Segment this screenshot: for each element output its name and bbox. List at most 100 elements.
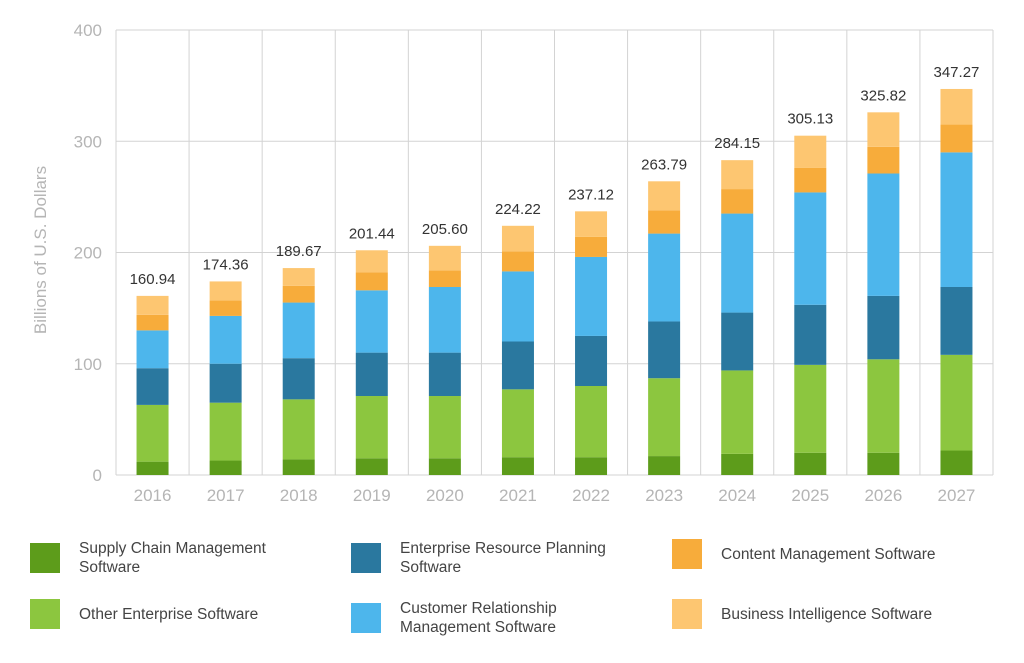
legend-label: Enterprise Resource Planning Software	[400, 540, 606, 576]
legend-item: Customer Relationship Management Softwar…	[351, 599, 630, 637]
bar-segment	[794, 192, 827, 305]
x-tick-label: 2021	[499, 486, 537, 505]
bar-segment	[282, 459, 315, 475]
bar-segment	[428, 245, 461, 271]
y-axis-label: Billions of U.S. Dollars	[31, 166, 50, 334]
x-tick-label: 2016	[134, 486, 172, 505]
bar-segment	[940, 450, 973, 475]
bar-segment	[648, 456, 681, 475]
bar-segment	[867, 112, 900, 147]
bar-segment	[721, 453, 754, 475]
bar-segment	[428, 458, 461, 475]
x-tick-label: 2023	[645, 486, 683, 505]
bar-total-label: 305.13	[787, 111, 833, 128]
x-tick-label: 2019	[353, 486, 391, 505]
bar-segment	[648, 321, 681, 379]
labels: 0 100 200 300 400 160.94 2016 174.36 2017 189.67 2…	[74, 21, 980, 505]
bar-segment	[136, 295, 169, 315]
bar-segment	[794, 304, 827, 365]
bar-segment	[940, 88, 973, 125]
bar-total-label: 224.22	[495, 201, 541, 218]
bar-segment	[648, 378, 681, 457]
bar-segment	[721, 213, 754, 313]
x-tick-label: 2026	[864, 486, 902, 505]
bar-segment	[355, 458, 388, 475]
bar-segment	[648, 181, 681, 211]
bar-segment	[501, 457, 534, 475]
bar-segment	[575, 335, 608, 386]
legend-label: Business Intelligence Software	[721, 605, 933, 623]
bar-segment	[209, 281, 242, 301]
legend-swatch	[351, 603, 381, 633]
legend-item: Supply Chain Management Software	[30, 539, 309, 577]
y-tick-label: 100	[74, 355, 102, 374]
bar-segment	[428, 286, 461, 353]
bar-segment	[794, 135, 827, 168]
bar-total-label: 284.15	[714, 135, 760, 152]
bar-total-label: 325.82	[860, 87, 906, 104]
x-tick-label: 2017	[207, 486, 245, 505]
bar-segment	[282, 302, 315, 359]
legend-swatch	[30, 599, 60, 629]
bar-segment	[575, 211, 608, 237]
bar-segment	[355, 272, 388, 291]
stacked-bar-chart: 0 100 200 300 400 160.94 2016 174.36 2017 189.67 2…	[31, 21, 994, 505]
bar-segment	[648, 233, 681, 322]
bar-segment	[282, 268, 315, 286]
bar-segment	[867, 146, 900, 174]
y-tick-label: 400	[74, 21, 102, 40]
legend-swatch	[351, 543, 381, 573]
bar-segment	[575, 386, 608, 458]
bar-segment	[575, 236, 608, 257]
bar-segment	[282, 399, 315, 460]
bar-segment	[501, 341, 534, 390]
bar-segment	[940, 286, 973, 355]
bar-segment	[136, 314, 169, 331]
bar-total-label: 189.67	[276, 243, 322, 260]
bar-segment	[428, 352, 461, 397]
bar-segment	[355, 396, 388, 459]
bar-segment	[501, 251, 534, 272]
bar-segment	[575, 457, 608, 475]
y-tick-label: 0	[93, 466, 102, 485]
legend-label: Other Enterprise Software	[79, 605, 259, 623]
bar-segment	[501, 389, 534, 458]
bar-segment	[940, 124, 973, 153]
x-tick-label: 2022	[572, 486, 610, 505]
legend-item: Other Enterprise Software	[30, 599, 309, 629]
legend-swatch	[30, 543, 60, 573]
bar-segment	[501, 271, 534, 342]
bar-segment	[136, 330, 169, 369]
bar-segment	[721, 160, 754, 190]
bar-segment	[501, 225, 534, 252]
bar-total-label: 237.12	[568, 186, 614, 203]
bar-segment	[136, 404, 169, 462]
bar-segment	[867, 173, 900, 296]
legend-label: Content Management Software	[721, 545, 936, 563]
bar-segment	[867, 295, 900, 360]
x-tick-label: 2025	[791, 486, 829, 505]
bar-total-label: 160.94	[130, 271, 176, 288]
bar-segment	[867, 359, 900, 453]
y-tick-label: 300	[74, 132, 102, 151]
bar-total-label: 263.79	[641, 156, 687, 173]
bar-segment	[428, 396, 461, 459]
bar-segment	[721, 189, 754, 214]
bar-total-label: 205.60	[422, 221, 468, 238]
y-tick-label: 200	[74, 244, 102, 263]
bar-segment	[721, 312, 754, 371]
legend-item: Enterprise Resource Planning Software	[351, 539, 630, 577]
bar-segment	[136, 368, 169, 405]
bar-segment	[209, 460, 242, 475]
legend-swatch	[672, 539, 702, 569]
bar-segment	[355, 250, 388, 273]
bar-segment	[428, 270, 461, 287]
bar-segment	[794, 364, 827, 453]
bar-segment	[209, 402, 242, 461]
bar-segment	[575, 256, 608, 336]
bar-segment	[867, 452, 900, 475]
bar-segment	[209, 300, 242, 316]
legend: Supply Chain Management Software Enterpri…	[0, 525, 1024, 655]
legend-label: Customer Relationship Management Softwar…	[400, 600, 557, 636]
bar-total-label: 174.36	[203, 256, 249, 273]
